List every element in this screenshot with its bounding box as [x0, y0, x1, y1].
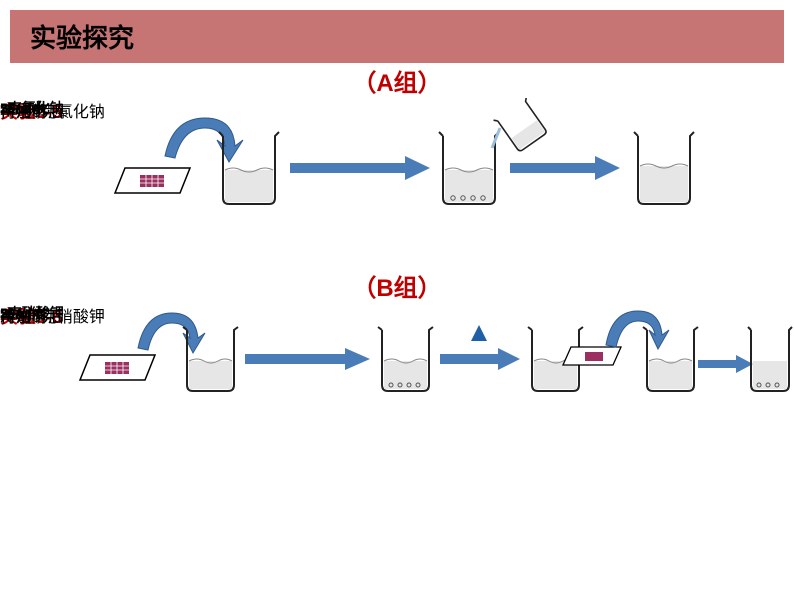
- group-a-title: （A组）: [0, 63, 794, 98]
- substance-a-icon: [140, 175, 164, 187]
- experiment-b-row: 实验9-6 5克硝酸钾 20ml水 待溶解后 再加5克硝酸钾: [0, 303, 794, 473]
- beaker-b2-icon: [375, 323, 437, 395]
- cool-label: 冷却: [0, 303, 32, 327]
- arrow-a3-icon: [510, 153, 620, 183]
- beaker-b4-icon: [640, 323, 702, 395]
- pour-cup-icon: [490, 98, 560, 153]
- page-title: 实验探究: [30, 18, 764, 55]
- beaker-a1-icon: [215, 128, 285, 208]
- group-b-title: （B组）: [0, 268, 794, 303]
- substance-b-icon: [105, 362, 129, 374]
- arrow-b3-icon: [440, 345, 520, 373]
- flame-icon: [468, 323, 490, 345]
- pour-label: 15ml水: [0, 98, 44, 118]
- arrow-a2-icon: [290, 153, 430, 183]
- beaker-a3-icon: [630, 128, 700, 208]
- header-bar: 实验探究: [10, 10, 784, 63]
- arrow-b2-icon: [245, 345, 370, 373]
- beaker-b1-icon: [180, 323, 242, 395]
- beaker-b5-icon: [745, 323, 793, 395]
- experiment-a-row: 实验9-5 5克氯化钠 20ml水 待溶解后 再加5克氯化钠: [0, 98, 794, 268]
